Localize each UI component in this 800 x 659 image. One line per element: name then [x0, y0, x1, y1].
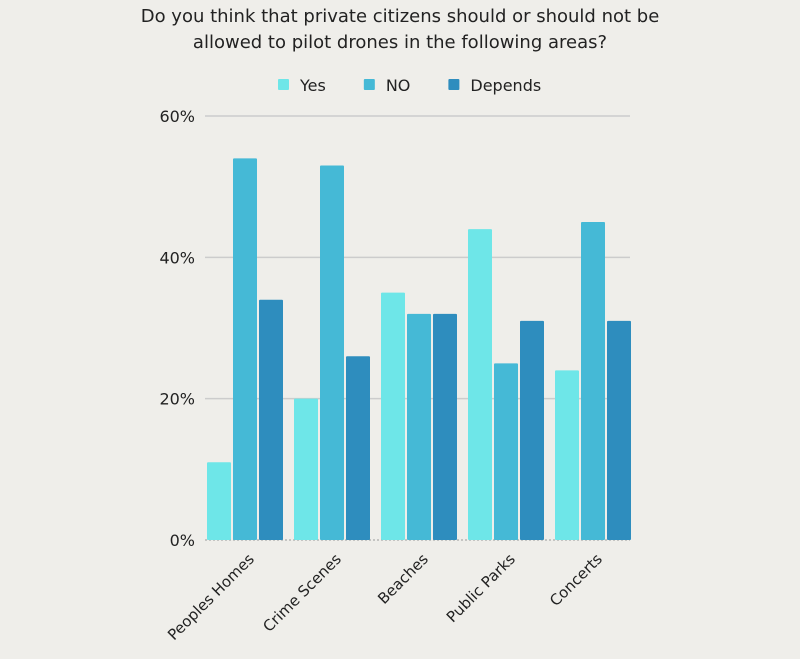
legend-swatch-depends: [448, 79, 460, 90]
bar-depends: [346, 356, 370, 540]
bar-yes: [294, 398, 318, 540]
bar-no: [494, 363, 518, 540]
bar-no: [233, 158, 257, 540]
bar-yes: [555, 370, 579, 540]
bar-no: [581, 222, 605, 540]
x-tick-label: Crime Scenes: [259, 550, 345, 636]
x-tick-label: Peoples Homes: [164, 550, 258, 644]
bar-yes: [381, 292, 405, 540]
y-tick-label: 60%: [159, 107, 195, 126]
bar-depends: [607, 320, 631, 540]
legend-swatch-no: [363, 79, 375, 90]
x-tick-label: Public Parks: [443, 550, 519, 626]
legend-label: NO: [386, 76, 411, 95]
x-tick-label: Beaches: [374, 550, 432, 608]
y-tick-label: 20%: [159, 390, 195, 409]
bar-depends: [433, 313, 457, 540]
bar-yes: [468, 229, 492, 541]
bar-no: [320, 165, 344, 540]
legend-label: Yes: [299, 76, 326, 95]
bar-depends: [520, 320, 544, 540]
bar-depends: [259, 299, 283, 540]
bar-no: [407, 313, 431, 540]
x-tick-label: Concerts: [546, 550, 606, 610]
y-tick-label: 0%: [170, 531, 195, 550]
bar-yes: [207, 462, 231, 540]
legend-swatch-yes: [278, 79, 289, 90]
legend-label: Depends: [470, 76, 541, 95]
y-tick-label: 40%: [159, 248, 195, 267]
chart-title: Do you think that private citizens shoul…: [140, 6, 660, 53]
